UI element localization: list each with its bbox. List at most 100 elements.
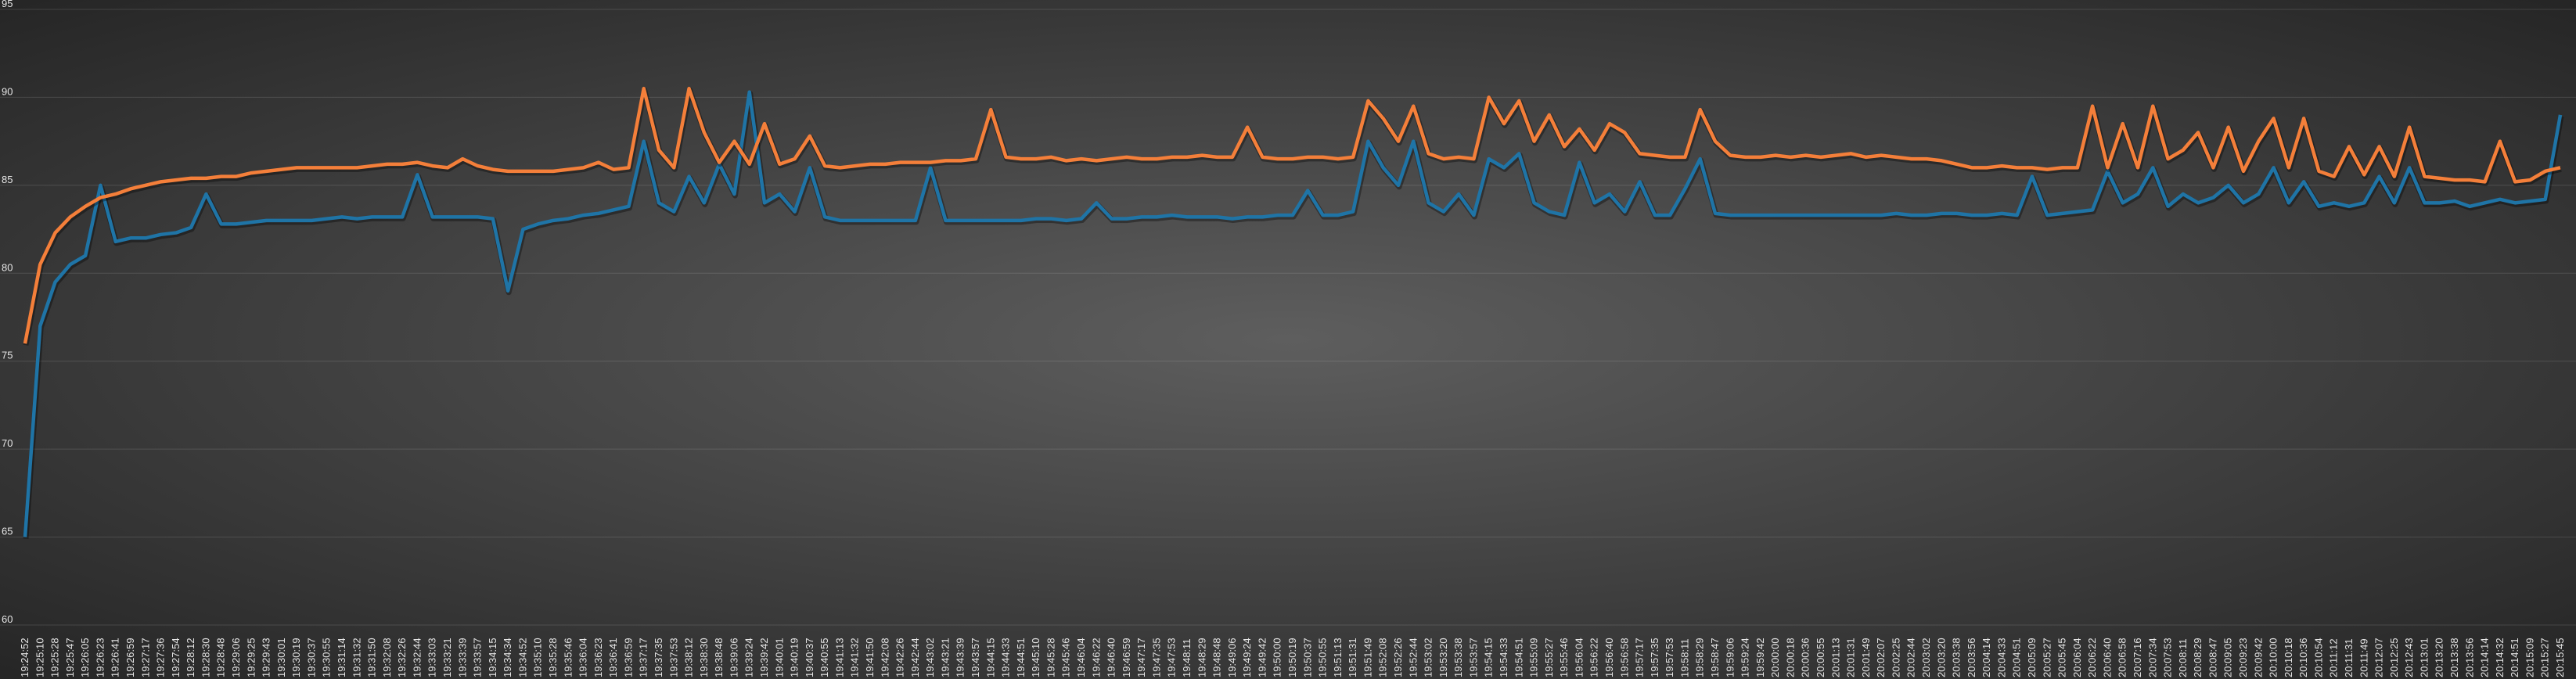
x-tick-label: 19:46:04 bbox=[1075, 638, 1087, 677]
x-tick-label: 20:09:42 bbox=[2252, 638, 2264, 677]
x-tick-label: 20:00:55 bbox=[1815, 638, 1826, 677]
x-tick-label: 19:33:03 bbox=[426, 638, 438, 677]
x-tick-label: 20:13:56 bbox=[2463, 638, 2475, 677]
x-tick-label: 20:03:38 bbox=[1951, 638, 1963, 677]
x-tick-label: 19:52:26 bbox=[1392, 638, 1404, 677]
x-tick-label: 20:01:49 bbox=[1860, 638, 1872, 677]
x-tick-label: 20:07:16 bbox=[2132, 638, 2143, 677]
x-tick-label: 20:01:31 bbox=[1845, 638, 1857, 677]
series-line bbox=[23, 90, 2563, 537]
x-tick-label: 20:15:45 bbox=[2554, 638, 2566, 677]
x-tick-label: 19:27:54 bbox=[170, 638, 182, 677]
x-tick-label: 19:31:50 bbox=[366, 638, 378, 677]
x-tick-label: 19:34:15 bbox=[487, 638, 498, 677]
x-tick-label: 19:35:46 bbox=[562, 638, 574, 677]
x-tick-label: 19:35:10 bbox=[532, 638, 544, 677]
x-tick-label: 20:06:58 bbox=[2117, 638, 2128, 677]
x-tick-label: 19:58:11 bbox=[1678, 638, 1690, 677]
x-tick-label: 19:40:37 bbox=[804, 638, 815, 677]
x-tick-label: 20:07:34 bbox=[2146, 638, 2158, 677]
x-tick-label: 19:48:48 bbox=[1211, 638, 1223, 677]
x-tick-label: 19:42:26 bbox=[894, 638, 906, 677]
x-tick-label: 19:30:19 bbox=[290, 638, 302, 677]
x-tick-label: 20:00:00 bbox=[1769, 638, 1781, 677]
x-tick-label: 19:36:59 bbox=[622, 638, 634, 677]
x-tick-label: 19:52:44 bbox=[1407, 638, 1419, 677]
x-tick-label: 19:27:36 bbox=[155, 638, 167, 677]
x-tick-label: 19:47:17 bbox=[1135, 638, 1147, 677]
x-tick-label: 20:04:14 bbox=[1981, 638, 1992, 677]
x-tick-label: 20:08:11 bbox=[2177, 638, 2189, 677]
x-tick-label: 20:12:07 bbox=[2373, 638, 2385, 677]
x-tick-label: 19:56:22 bbox=[1588, 638, 1600, 677]
x-tick-label: 19:53:20 bbox=[1437, 638, 1449, 677]
x-tick-label: 20:11:12 bbox=[2328, 638, 2340, 677]
x-tick-label: 19:33:21 bbox=[441, 638, 453, 677]
x-tick-label: 19:43:21 bbox=[939, 638, 951, 677]
x-tick-label: 19:26:05 bbox=[79, 638, 91, 677]
x-tick-label: 19:57:35 bbox=[1649, 638, 1660, 677]
y-tick-label: 65 bbox=[2, 526, 13, 537]
x-tick-label: 20:10:36 bbox=[2297, 638, 2309, 677]
x-tick-label: 19:34:34 bbox=[502, 638, 513, 677]
x-tick-label: 19:53:38 bbox=[1452, 638, 1464, 677]
x-tick-label: 20:13:20 bbox=[2434, 638, 2445, 677]
x-tick-label: 19:57:53 bbox=[1664, 638, 1675, 677]
x-tick-label: 20:10:18 bbox=[2283, 638, 2294, 677]
x-tick-label: 19:58:29 bbox=[1694, 638, 1706, 677]
x-tick-label: 19:32:44 bbox=[411, 638, 423, 677]
x-tick-label: 19:29:43 bbox=[261, 638, 272, 677]
x-tick-label: 19:56:40 bbox=[1603, 638, 1615, 677]
x-tick-label: 20:14:14 bbox=[2479, 638, 2491, 677]
x-tick-label: 19:40:01 bbox=[773, 638, 785, 677]
x-tick-label: 19:29:25 bbox=[245, 638, 257, 677]
x-tick-label: 19:41:13 bbox=[833, 638, 845, 677]
x-tick-label: 19:39:24 bbox=[743, 638, 755, 677]
x-tick-label: 19:43:02 bbox=[924, 638, 936, 677]
x-tick-label: 19:39:06 bbox=[728, 638, 739, 677]
x-tick-label: 20:06:04 bbox=[2071, 638, 2083, 677]
x-tick-label: 19:51:13 bbox=[1332, 638, 1344, 677]
x-tick-label: 20:13:38 bbox=[2448, 638, 2460, 677]
y-tick-label: 75 bbox=[2, 350, 13, 361]
x-tick-label: 19:54:33 bbox=[1498, 638, 1509, 677]
x-tick-label: 19:43:57 bbox=[970, 638, 981, 677]
x-tick-label: 20:03:56 bbox=[1966, 638, 1977, 677]
y-tick-label: 60 bbox=[2, 613, 13, 625]
x-tick-label: 20:10:00 bbox=[2268, 638, 2279, 677]
x-tick-label: 19:44:15 bbox=[984, 638, 996, 677]
x-tick-label: 19:37:17 bbox=[638, 638, 649, 677]
x-tick-label: 19:59:42 bbox=[1754, 638, 1766, 677]
x-tick-label: 19:31:32 bbox=[351, 638, 362, 677]
x-tick-label: 19:42:44 bbox=[909, 638, 921, 677]
x-tick-label: 19:29:06 bbox=[230, 638, 242, 677]
x-tick-label: 19:53:02 bbox=[1423, 638, 1434, 677]
x-tick-label: 19:37:35 bbox=[653, 638, 664, 677]
x-tick-label: 19:57:17 bbox=[1634, 638, 1646, 677]
x-tick-label: 19:55:09 bbox=[1528, 638, 1540, 677]
x-tick-label: 20:11:49 bbox=[2358, 638, 2369, 677]
x-tick-label: 19:30:37 bbox=[305, 638, 317, 677]
x-tick-label: 19:53:57 bbox=[1467, 638, 1479, 677]
x-tick-label: 19:27:17 bbox=[139, 638, 151, 677]
x-tick-label: 19:55:46 bbox=[1558, 638, 1570, 677]
x-tick-label: 19:32:26 bbox=[396, 638, 408, 677]
x-tick-label: 19:45:28 bbox=[1045, 638, 1056, 677]
x-tick-label: 19:51:49 bbox=[1362, 638, 1373, 677]
x-tick-label: 20:15:27 bbox=[2539, 638, 2551, 677]
x-tick-label: 19:48:29 bbox=[1196, 638, 1207, 677]
x-tick-label: 19:47:35 bbox=[1150, 638, 1162, 677]
x-tick-label: 20:02:44 bbox=[1905, 638, 1917, 677]
x-tick-label: 19:36:41 bbox=[607, 638, 619, 677]
x-tick-label: 19:33:57 bbox=[472, 638, 484, 677]
x-tick-label: 19:38:12 bbox=[683, 638, 695, 677]
x-tick-label: 19:56:04 bbox=[1573, 638, 1585, 677]
x-tick-label: 20:00:36 bbox=[1800, 638, 1811, 677]
x-tick-label: 20:10:54 bbox=[2312, 638, 2324, 677]
x-tick-label: 19:26:59 bbox=[124, 638, 136, 677]
x-tick-label: 19:26:23 bbox=[94, 638, 106, 677]
x-tick-label: 20:04:51 bbox=[2011, 638, 2023, 677]
